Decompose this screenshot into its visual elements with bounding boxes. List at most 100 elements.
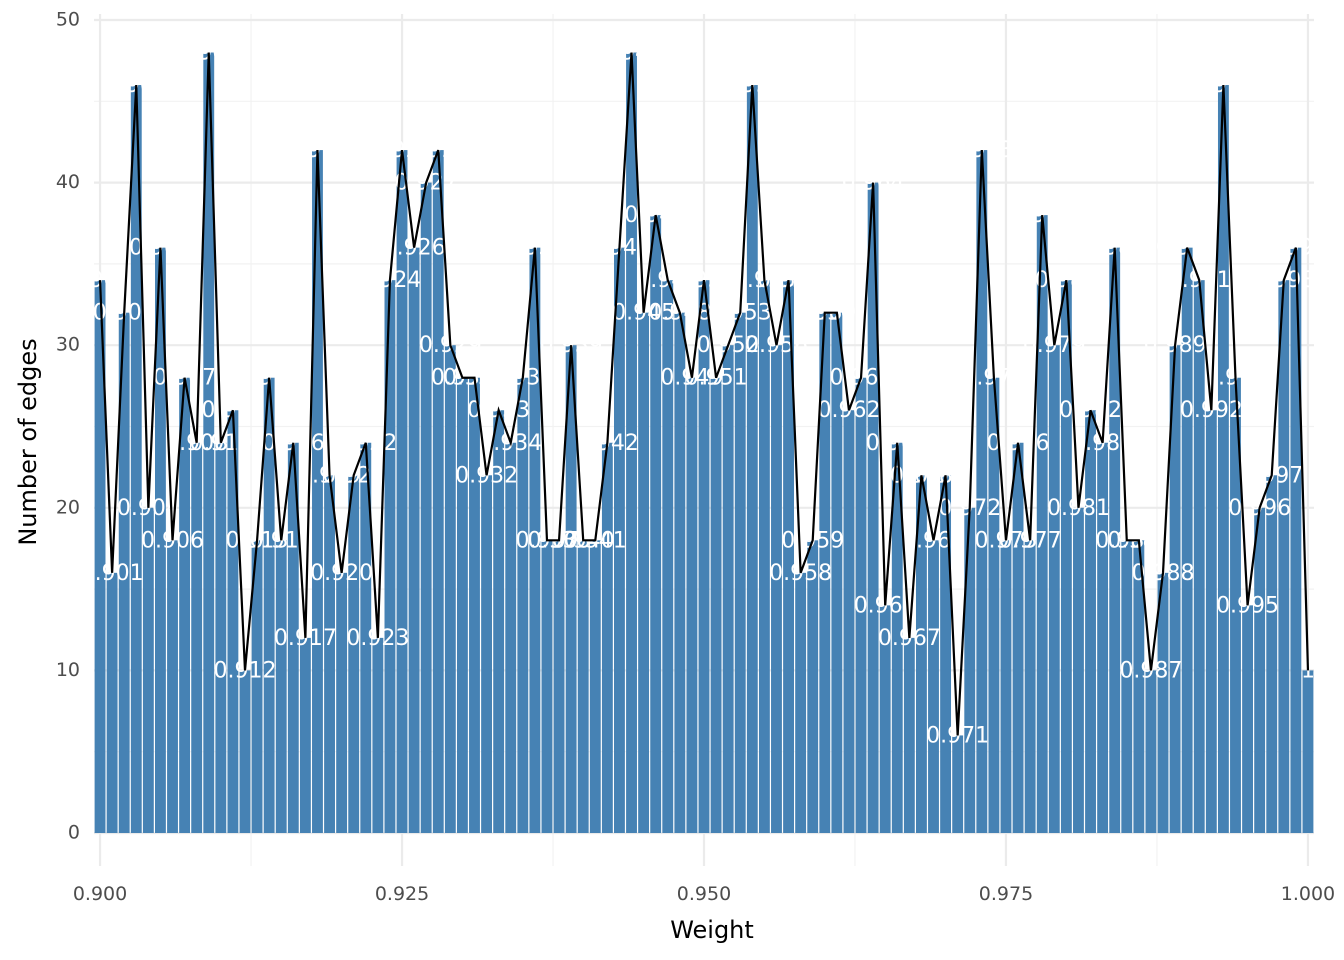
- bar: [142, 507, 154, 833]
- y-tick-label: 10: [56, 659, 80, 681]
- bar: [94, 280, 106, 833]
- y-axis-title: Number of edges: [14, 338, 42, 545]
- bar: [553, 540, 565, 833]
- bar: [976, 150, 988, 833]
- bar: [1085, 410, 1096, 833]
- bar: [275, 540, 287, 833]
- y-tick-label: 0: [68, 822, 80, 844]
- bar: [420, 182, 432, 834]
- bar: [444, 345, 456, 833]
- bar: [819, 312, 831, 833]
- bar: [1278, 280, 1290, 833]
- y-tick-label: 30: [56, 334, 80, 356]
- bar: [505, 442, 517, 833]
- bar: [1048, 345, 1060, 833]
- bar: [384, 280, 396, 833]
- bar: [227, 410, 239, 833]
- bar: [1181, 247, 1193, 833]
- bar: [626, 52, 637, 833]
- bar: [1060, 280, 1072, 833]
- bar: [469, 377, 480, 833]
- bar: [1169, 345, 1181, 833]
- bar: [493, 410, 505, 833]
- bar: [432, 150, 444, 833]
- bar: [614, 247, 625, 833]
- bar: [336, 572, 348, 833]
- bar: [1193, 280, 1205, 833]
- bar: [118, 312, 130, 833]
- bar: [167, 540, 178, 833]
- bar: [251, 540, 263, 833]
- bar: [650, 215, 662, 833]
- bar: [867, 182, 879, 834]
- bar: [1024, 540, 1036, 833]
- bar: [662, 280, 674, 833]
- x-axis-title: Weight: [670, 916, 754, 944]
- y-tick-label: 20: [56, 496, 80, 518]
- bar: [348, 475, 360, 833]
- bar: [855, 377, 867, 833]
- x-tick-label: 0.900: [73, 883, 127, 905]
- bar: [1290, 247, 1302, 833]
- bar: [771, 345, 782, 833]
- bar: [903, 637, 915, 833]
- bar: [1109, 247, 1121, 833]
- bar: [312, 150, 323, 833]
- bar: [239, 670, 251, 833]
- bar: [1012, 442, 1024, 833]
- bar: [746, 85, 758, 834]
- bar: [324, 475, 335, 833]
- bar: [1073, 507, 1084, 833]
- y-tick-label: 50: [56, 9, 80, 31]
- bar: [408, 247, 420, 833]
- bar: [1000, 540, 1012, 833]
- bars: [94, 52, 1314, 834]
- bar: [517, 377, 529, 833]
- bar: [1145, 670, 1157, 833]
- bar: [372, 637, 384, 833]
- bar-value-label: 1: [1301, 658, 1315, 683]
- bar: [638, 312, 650, 833]
- bar: [456, 377, 468, 833]
- bar-value-label: 0.969: [902, 528, 965, 553]
- bar: [106, 572, 118, 833]
- bar: [1121, 540, 1133, 833]
- bar: [577, 540, 589, 833]
- bar: [481, 475, 493, 833]
- bar: [1230, 377, 1241, 833]
- bar: [734, 312, 746, 833]
- bar: [1157, 572, 1169, 833]
- bar-value-label: 0.956: [745, 333, 808, 358]
- bar: [1242, 605, 1253, 833]
- bar: [589, 540, 601, 833]
- bar: [601, 442, 613, 833]
- bar: [263, 377, 275, 833]
- bar: [698, 280, 710, 833]
- x-tick-label: 0.950: [677, 883, 731, 905]
- bar: [179, 377, 191, 833]
- bar: [831, 312, 843, 833]
- bar: [758, 280, 770, 833]
- bar: [1036, 215, 1048, 833]
- bar: [686, 377, 698, 833]
- bar: [807, 540, 819, 833]
- x-tick-label: 0.925: [375, 883, 429, 905]
- bar: [952, 735, 964, 833]
- bar: [360, 442, 372, 833]
- bar: [795, 572, 807, 833]
- bar: [396, 150, 408, 833]
- bar: [203, 52, 215, 833]
- x-tick-label: 0.975: [979, 883, 1033, 905]
- bar: [928, 540, 939, 833]
- bar: [541, 540, 553, 833]
- x-axis-ticks: 0.900 0.925 0.950 0.975 1.000: [73, 883, 1335, 905]
- bar: [191, 442, 203, 833]
- bar: [1254, 507, 1266, 833]
- x-tick-label: 1.000: [1281, 883, 1335, 905]
- bar: [529, 247, 541, 833]
- bar: [287, 442, 299, 833]
- bar: [710, 377, 722, 833]
- bar: [940, 475, 952, 833]
- bar: [891, 442, 903, 833]
